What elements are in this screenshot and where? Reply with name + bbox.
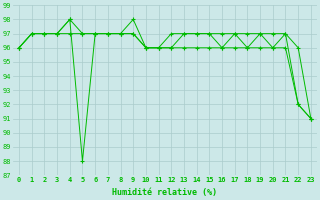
X-axis label: Humidité relative (%): Humidité relative (%)	[112, 188, 218, 197]
